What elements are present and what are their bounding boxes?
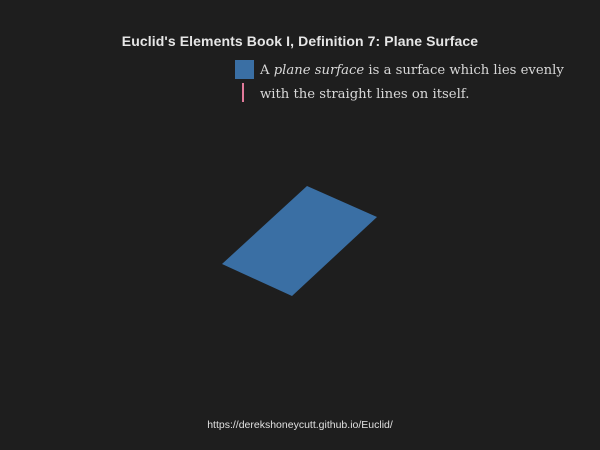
definition-emphasis: plane surface — [273, 63, 365, 78]
definition-text: A plane surface is a surface which lies … — [260, 59, 580, 107]
line-legend-swatch — [242, 83, 244, 102]
plane-legend-swatch — [235, 60, 254, 79]
diagram-title: Euclid's Elements Book I, Definition 7: … — [121, 33, 479, 49]
definition-part-1: A — [260, 63, 274, 78]
plane-surface — [222, 186, 377, 296]
footer-url[interactable]: https://derekshoneycutt.github.io/Euclid… — [207, 419, 393, 431]
definition-part-2: is a surface which lies evenly with the … — [260, 63, 564, 102]
